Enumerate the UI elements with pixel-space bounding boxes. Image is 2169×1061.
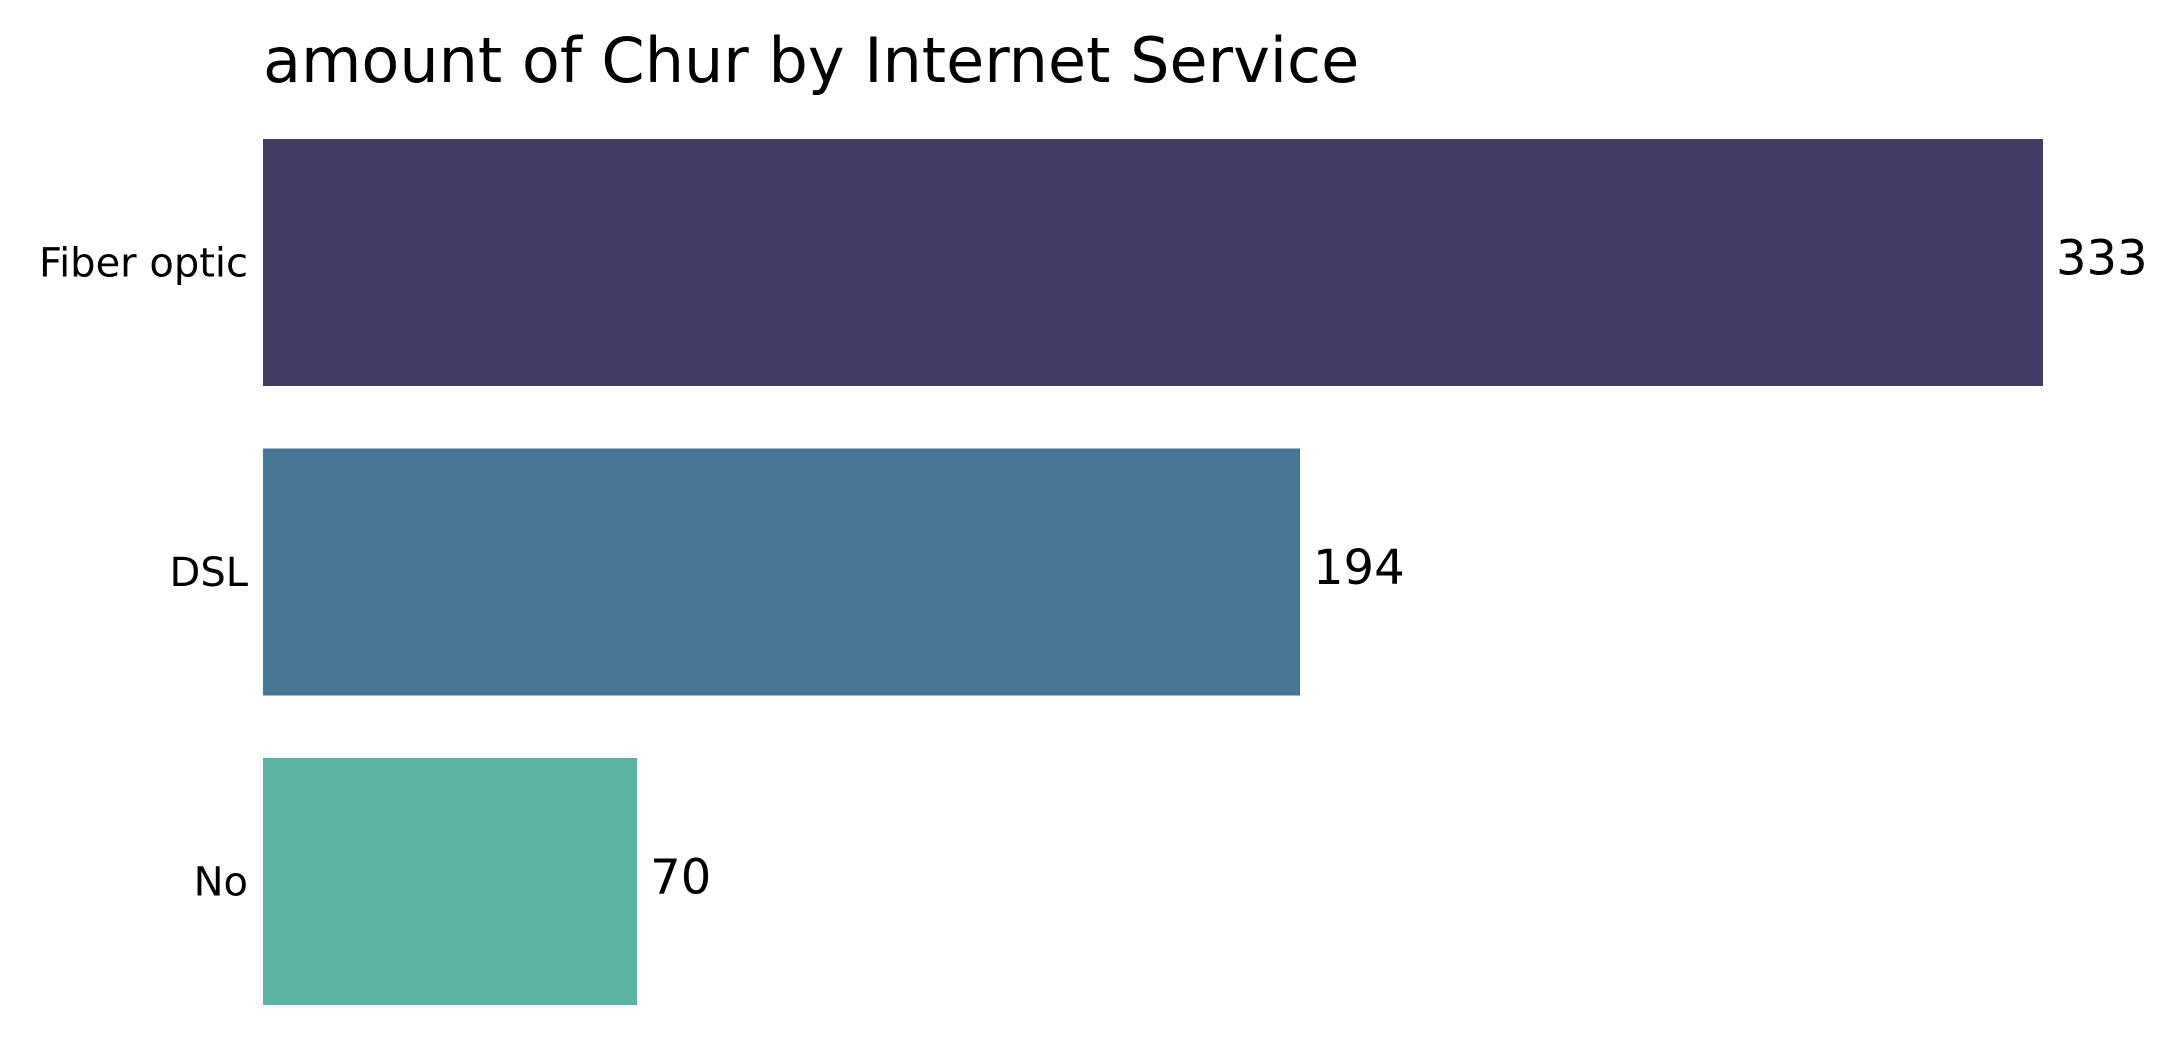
bars-group: Fiber optic 333 DSL 194 No 70 <box>39 139 2148 1005</box>
bar-fiber-optic <box>263 139 2043 386</box>
bar-value-label: 70 <box>650 850 711 906</box>
chart-title: amount of Chur by Internet Service <box>263 24 1359 97</box>
bar-dsl <box>263 448 1300 696</box>
bar-value-label: 194 <box>1313 540 1405 596</box>
bar-value-label: 333 <box>2056 231 2148 287</box>
category-tick-label: Fiber optic <box>39 241 248 287</box>
category-tick-label: DSL <box>170 550 249 596</box>
bar-no <box>263 758 638 1005</box>
category-tick-label: No <box>194 860 248 906</box>
